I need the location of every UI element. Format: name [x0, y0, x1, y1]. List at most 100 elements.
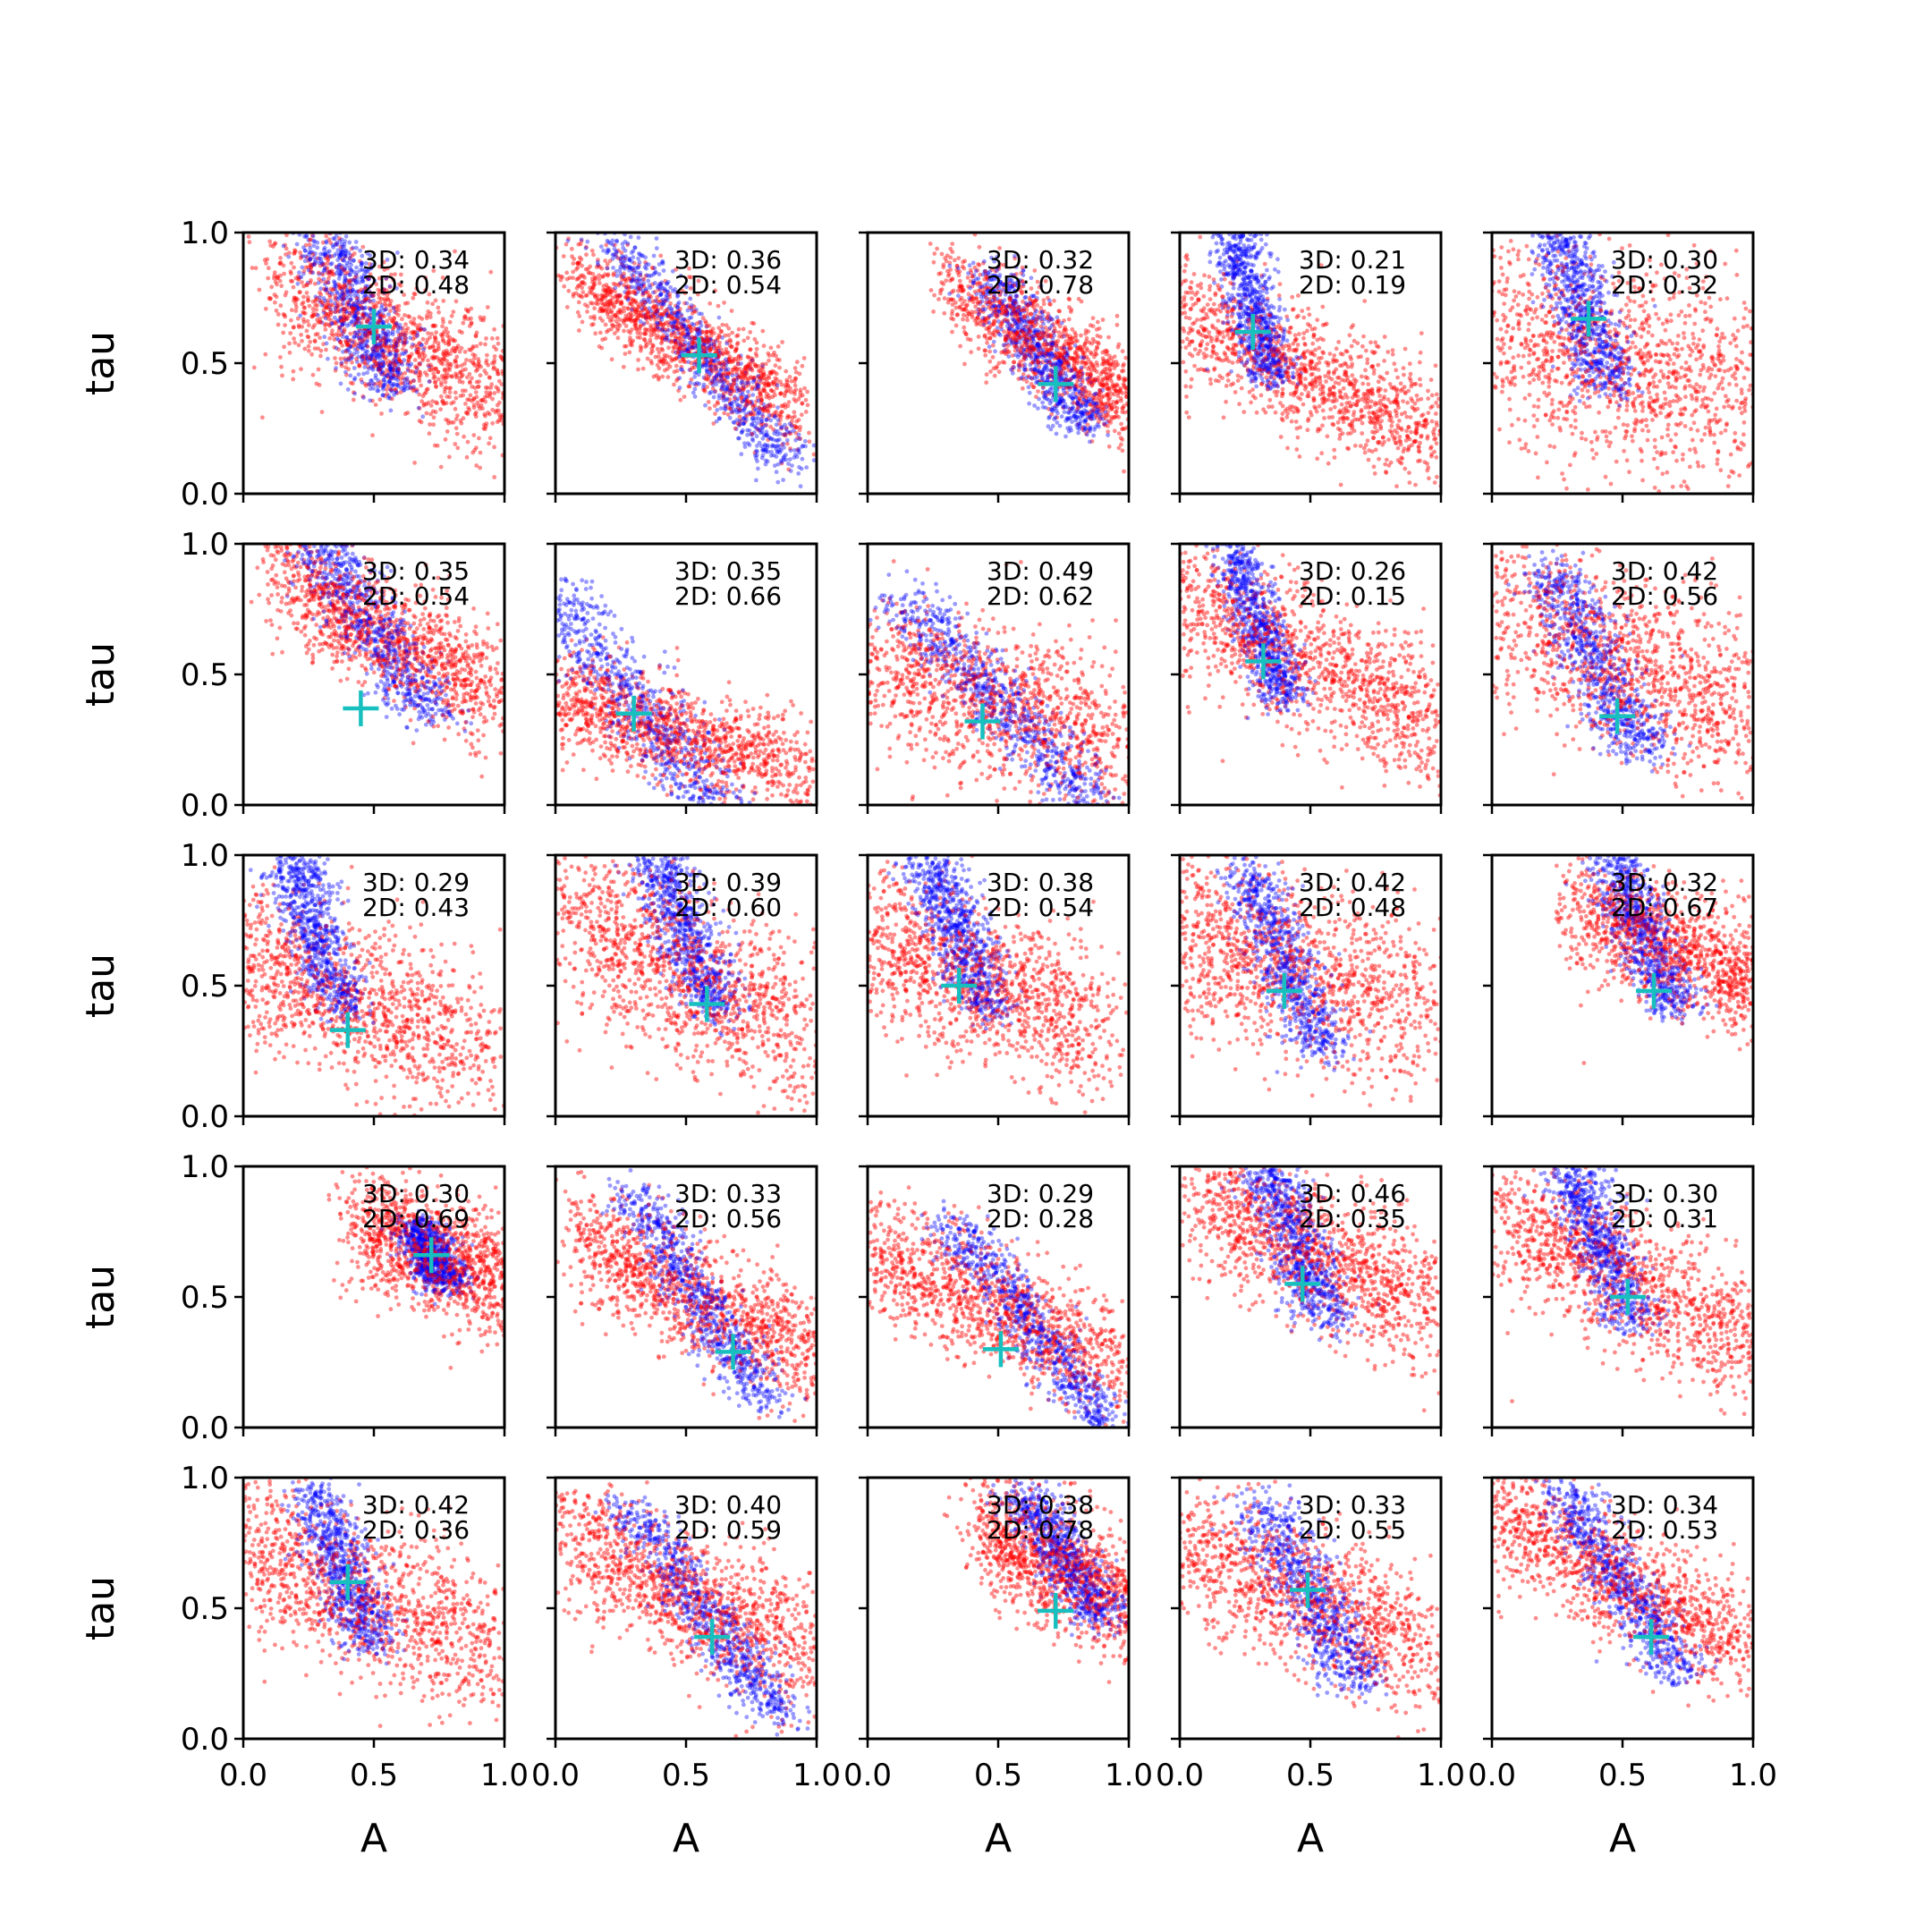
point-3d	[796, 432, 801, 437]
point-2d	[352, 306, 358, 311]
point-2d	[351, 310, 355, 316]
point-2d	[446, 342, 451, 347]
point-2d	[421, 327, 427, 332]
point-2d	[956, 256, 962, 260]
point-3d	[334, 366, 338, 370]
point-2d	[735, 421, 741, 426]
point-2d	[678, 342, 683, 346]
point-2d	[445, 348, 449, 353]
point-3d	[396, 326, 401, 331]
point-2d	[734, 376, 740, 381]
point-2d	[277, 278, 283, 284]
point-3d	[365, 318, 369, 324]
point-2d	[380, 354, 386, 359]
point-2d	[788, 386, 792, 391]
point-2d	[614, 292, 620, 298]
point-2d	[462, 314, 467, 319]
point-2d	[332, 286, 337, 292]
point-2d	[786, 400, 792, 404]
point-3d	[682, 322, 686, 326]
point-2d	[657, 320, 662, 326]
point-3d	[678, 367, 683, 372]
point-2d	[674, 378, 679, 383]
point-2d	[392, 360, 397, 365]
point-2d	[419, 317, 425, 321]
point-3d	[340, 322, 344, 327]
point-2d	[407, 354, 412, 360]
point-2d	[322, 323, 327, 328]
point-2d	[318, 292, 324, 297]
point-2d	[610, 296, 615, 301]
point-2d	[300, 338, 304, 343]
point-2d	[496, 418, 502, 423]
point-2d	[674, 318, 679, 322]
point-2d	[660, 336, 665, 342]
point-2d	[478, 373, 483, 378]
point-2d	[742, 419, 748, 424]
point-2d	[571, 292, 576, 297]
point-2d	[342, 316, 347, 321]
point-2d	[445, 362, 450, 368]
point-3d	[374, 344, 379, 349]
point-2d	[646, 294, 651, 300]
point-2d	[714, 375, 719, 380]
point-2d	[401, 326, 405, 331]
point-2d	[316, 320, 321, 325]
point-2d	[729, 386, 734, 392]
point-3d	[340, 328, 345, 334]
point-2d	[593, 294, 598, 300]
point-3d	[346, 250, 352, 255]
point-2d	[562, 284, 567, 289]
point-2d	[376, 292, 381, 297]
point-3d	[740, 429, 744, 435]
point-2d	[350, 360, 354, 365]
point-3d	[315, 245, 320, 250]
point-3d	[352, 311, 358, 317]
point-2d	[305, 318, 310, 324]
point-2d	[733, 396, 737, 401]
point-2d	[284, 233, 289, 238]
point-2d	[420, 358, 425, 363]
point-2d	[308, 280, 313, 285]
point-2d	[642, 307, 647, 312]
point-2d	[658, 299, 664, 303]
point-3d	[395, 382, 400, 387]
point-2d	[659, 322, 664, 327]
point-3d	[371, 349, 376, 354]
point-3d	[294, 242, 300, 247]
point-2d	[730, 367, 735, 372]
point-2d	[715, 337, 720, 343]
point-3d	[723, 373, 728, 378]
point-2d	[774, 381, 779, 386]
point-2d	[342, 289, 347, 294]
point-3d	[352, 352, 357, 356]
point-2d	[603, 258, 608, 263]
point-2d	[618, 257, 623, 261]
point-3d	[352, 391, 358, 396]
point-2d	[686, 384, 691, 389]
point-2d	[474, 445, 479, 450]
point-2d	[268, 243, 273, 248]
point-3d	[367, 358, 372, 362]
point-2d	[428, 345, 432, 351]
point-3d	[356, 306, 361, 310]
point-3d	[360, 305, 365, 310]
point-2d	[367, 382, 372, 386]
point-2d	[433, 337, 438, 342]
point-3d	[686, 360, 691, 365]
point-2d	[651, 314, 656, 319]
point-2d	[710, 359, 715, 364]
point-2d	[948, 255, 953, 260]
point-2d	[638, 344, 643, 349]
point-3d	[685, 308, 691, 313]
point-2d	[632, 318, 637, 323]
point-2d	[348, 380, 353, 386]
point-3d	[360, 253, 365, 258]
point-3d	[318, 286, 324, 292]
point-2d	[661, 335, 665, 341]
point-2d	[347, 298, 352, 303]
point-3d	[387, 378, 392, 384]
point-3d	[612, 246, 617, 251]
point-2d	[381, 286, 386, 292]
